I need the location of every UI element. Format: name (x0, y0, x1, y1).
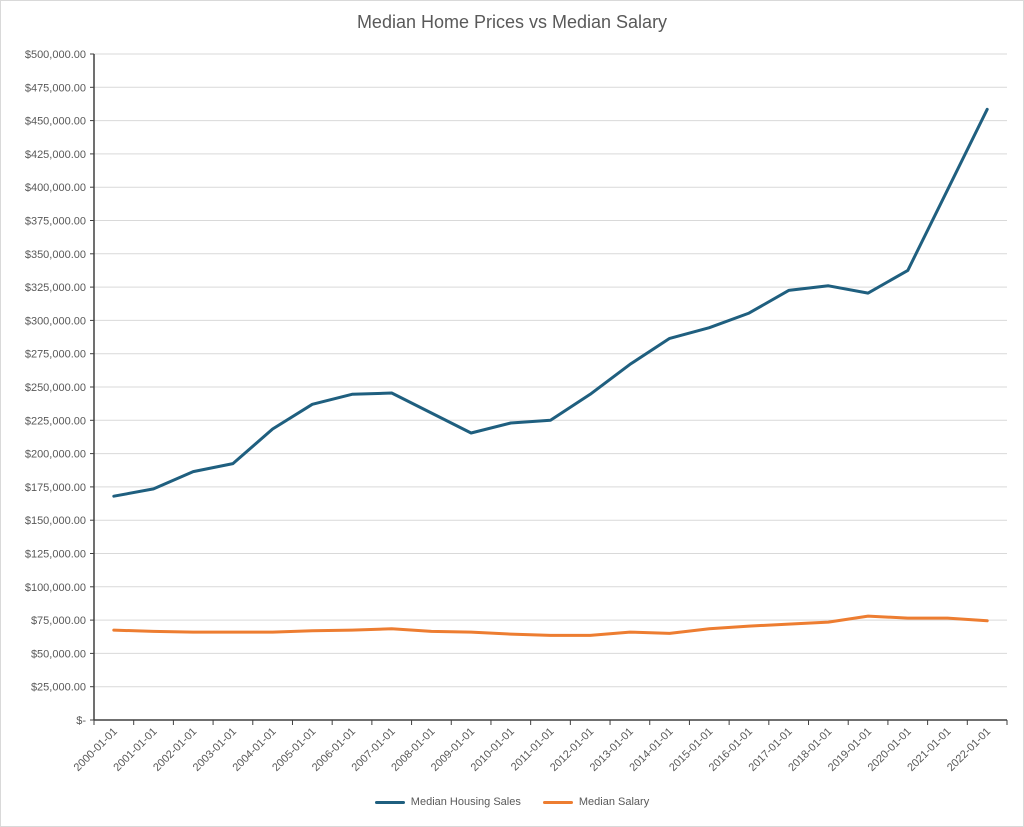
y-tick-label: $200,000.00 (25, 449, 86, 461)
series-line-salary (112, 614, 989, 637)
y-tick-label: $375,000.00 (25, 216, 86, 228)
y-tick-labels: $- $25,000.00 $50,000.00 $75,000.00 $100,000… (25, 49, 87, 727)
series-line-housing (112, 107, 989, 498)
legend-swatch-salary (542, 800, 573, 804)
y-tick-label: $225,000.00 (25, 415, 86, 427)
y-tick-label: $- (76, 715, 86, 727)
legend: Median Housing Sales Median Salary (0, 796, 1024, 808)
y-tick-label: $450,000.00 (25, 116, 86, 128)
y-tick-label: $100,000.00 (25, 582, 86, 594)
y-tick-label: $150,000.00 (25, 515, 86, 527)
y-tick-label: $175,000.00 (25, 482, 86, 494)
y-tick-label: $400,000.00 (25, 182, 86, 194)
y-tick-label: $475,000.00 (25, 82, 86, 94)
y-tick-label: $125,000.00 (25, 549, 86, 561)
y-tick-label: $250,000.00 (25, 382, 86, 394)
series-lines (112, 107, 989, 637)
y-tick-label: $425,000.00 (25, 149, 86, 161)
y-tick-label: $25,000.00 (31, 682, 86, 694)
legend-label-salary: Median Salary (578, 796, 650, 808)
axes (90, 53, 1008, 725)
legend-label-housing: Median Housing Sales (410, 796, 521, 808)
y-tick-label: $300,000.00 (25, 315, 86, 327)
chart-title: Median Home Prices vs Median Salary (356, 12, 668, 32)
y-tick-label: $275,000.00 (25, 349, 86, 361)
grid-lines (94, 53, 1007, 688)
legend-item-housing: Median Housing Sales (374, 796, 521, 808)
y-tick-label: $75,000.00 (31, 615, 86, 627)
x-tick-labels: 2000-01-012001-01-012002-01-012003-01-01… (72, 726, 994, 774)
y-tick-label: $500,000.00 (25, 49, 86, 61)
y-tick-label: $50,000.00 (31, 648, 86, 660)
legend-swatch-housing (374, 800, 405, 804)
legend-item-salary: Median Salary (542, 796, 650, 808)
y-tick-label: $325,000.00 (25, 282, 86, 294)
y-tick-label: $350,000.00 (25, 249, 86, 261)
